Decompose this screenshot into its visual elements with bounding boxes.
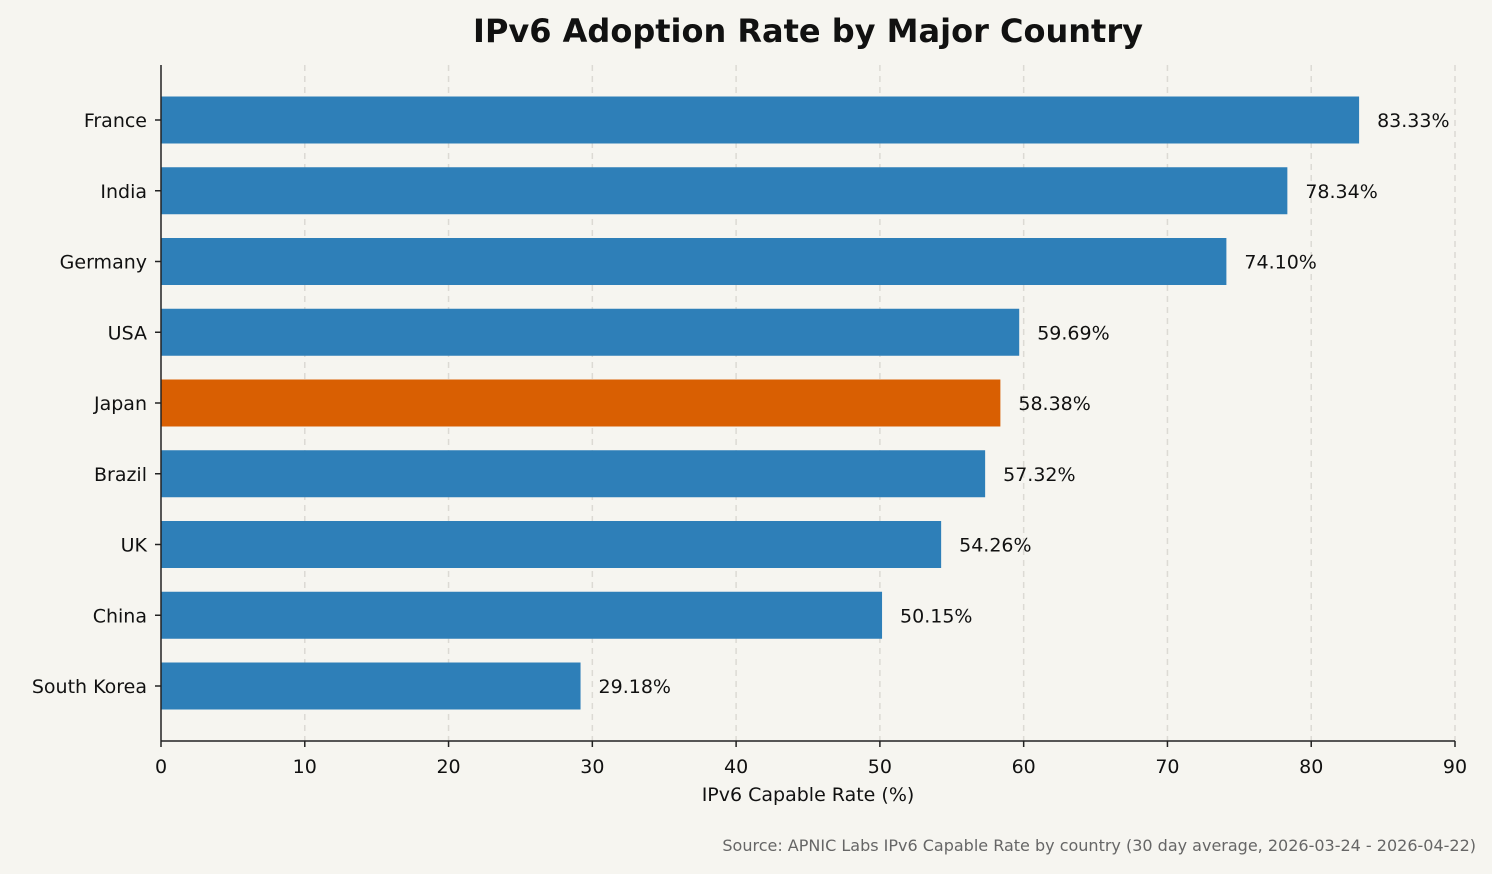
x-tick-label: 10 bbox=[293, 756, 317, 778]
data-label: 74.10% bbox=[1244, 252, 1316, 274]
data-label: 54.26% bbox=[959, 535, 1031, 557]
x-tick-label: 20 bbox=[436, 756, 460, 778]
x-axis-label: IPv6 Capable Rate (%) bbox=[702, 784, 915, 806]
bar-uk bbox=[161, 521, 942, 568]
bar-india bbox=[161, 167, 1288, 215]
x-tick-label: 40 bbox=[724, 756, 748, 778]
data-label: 58.38% bbox=[1018, 393, 1090, 415]
y-tick-label: Germany bbox=[60, 252, 147, 274]
y-tick-label: China bbox=[93, 605, 147, 627]
y-tick-label: Japan bbox=[93, 393, 147, 415]
bar-usa bbox=[161, 308, 1020, 356]
y-tick-label: UK bbox=[121, 535, 148, 557]
data-label: 78.34% bbox=[1305, 181, 1377, 203]
x-tick-label: 70 bbox=[1155, 756, 1179, 778]
x-tick-label: 80 bbox=[1299, 756, 1323, 778]
data-label: 57.32% bbox=[1003, 464, 1075, 486]
data-label: 50.15% bbox=[900, 605, 972, 627]
bar-brazil bbox=[161, 450, 986, 498]
y-tick-label: USA bbox=[108, 322, 147, 344]
x-tick-label: 0 bbox=[155, 756, 167, 778]
data-label: 59.69% bbox=[1037, 322, 1109, 344]
bar-france bbox=[161, 96, 1360, 144]
y-tick-label: India bbox=[100, 181, 147, 203]
data-label: 83.33% bbox=[1377, 110, 1449, 132]
bar-south-korea bbox=[161, 662, 581, 710]
bar-china bbox=[161, 591, 883, 639]
bar-germany bbox=[161, 238, 1227, 285]
source-note: Source: APNIC Labs IPv6 Capable Rate by … bbox=[722, 836, 1476, 855]
x-tick-label: 30 bbox=[580, 756, 604, 778]
y-tick-label: South Korea bbox=[32, 676, 147, 698]
bar-japan bbox=[161, 379, 1001, 427]
y-tick-label: France bbox=[84, 110, 147, 132]
chart-title: IPv6 Adoption Rate by Major Country bbox=[473, 12, 1143, 50]
y-tick-label: Brazil bbox=[94, 464, 147, 486]
x-tick-label: 90 bbox=[1443, 756, 1467, 778]
x-tick-label: 60 bbox=[1012, 756, 1036, 778]
data-label: 29.18% bbox=[599, 676, 671, 698]
x-tick-label: 50 bbox=[868, 756, 892, 778]
